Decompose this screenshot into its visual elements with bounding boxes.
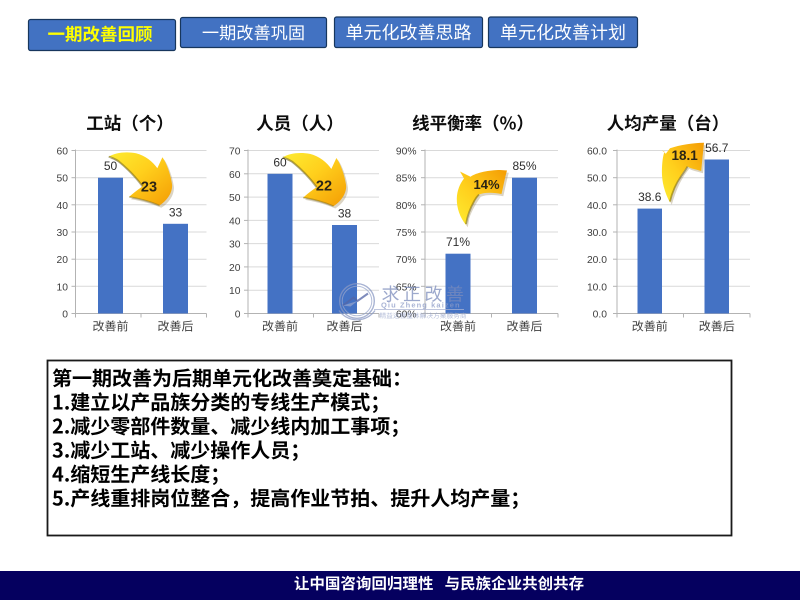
svg-text:0.0: 0.0 xyxy=(593,310,608,321)
svg-text:50: 50 xyxy=(229,193,241,204)
svg-text:20: 20 xyxy=(229,263,241,274)
svg-text:20.0: 20.0 xyxy=(587,255,607,266)
svg-text:40.0: 40.0 xyxy=(587,201,607,212)
svg-text:33: 33 xyxy=(169,205,183,219)
svg-text:50: 50 xyxy=(104,159,118,173)
svg-text:60: 60 xyxy=(57,147,69,158)
svg-text:10.0: 10.0 xyxy=(587,282,607,293)
svg-text:30: 30 xyxy=(229,240,241,251)
svg-text:30: 30 xyxy=(57,228,69,239)
svg-text:10: 10 xyxy=(57,282,69,293)
svg-text:70%: 70% xyxy=(396,255,417,266)
svg-text:50: 50 xyxy=(57,174,69,185)
svg-text:70: 70 xyxy=(229,147,241,158)
svg-text:20: 20 xyxy=(57,255,69,266)
svg-text:22: 22 xyxy=(316,179,332,195)
svg-text:0: 0 xyxy=(62,310,68,321)
svg-text:18.1: 18.1 xyxy=(671,148,698,163)
svg-text:38.6: 38.6 xyxy=(638,190,662,204)
svg-text:60.0: 60.0 xyxy=(587,147,607,158)
svg-text:10: 10 xyxy=(229,286,241,297)
svg-text:56.7: 56.7 xyxy=(705,141,729,155)
svg-text:90%: 90% xyxy=(396,147,417,158)
svg-text:60: 60 xyxy=(273,155,287,169)
svg-text:71%: 71% xyxy=(446,235,470,249)
svg-text:75%: 75% xyxy=(396,228,417,239)
svg-text:30.0: 30.0 xyxy=(587,228,607,239)
svg-text:40: 40 xyxy=(229,216,241,227)
svg-text:60: 60 xyxy=(229,170,241,181)
svg-text:23: 23 xyxy=(141,180,157,196)
svg-text:40: 40 xyxy=(57,201,69,212)
svg-text:14%: 14% xyxy=(473,177,499,192)
svg-text:85%: 85% xyxy=(512,159,536,173)
svg-text:60%: 60% xyxy=(396,310,417,321)
svg-text:38: 38 xyxy=(338,207,352,221)
svg-text:0: 0 xyxy=(235,310,241,321)
svg-text:50.0: 50.0 xyxy=(587,174,607,185)
svg-text:80%: 80% xyxy=(396,201,417,212)
svg-text:85%: 85% xyxy=(396,174,417,185)
svg-text:Qiu Zheng kaizen: Qiu Zheng kaizen xyxy=(381,301,461,310)
